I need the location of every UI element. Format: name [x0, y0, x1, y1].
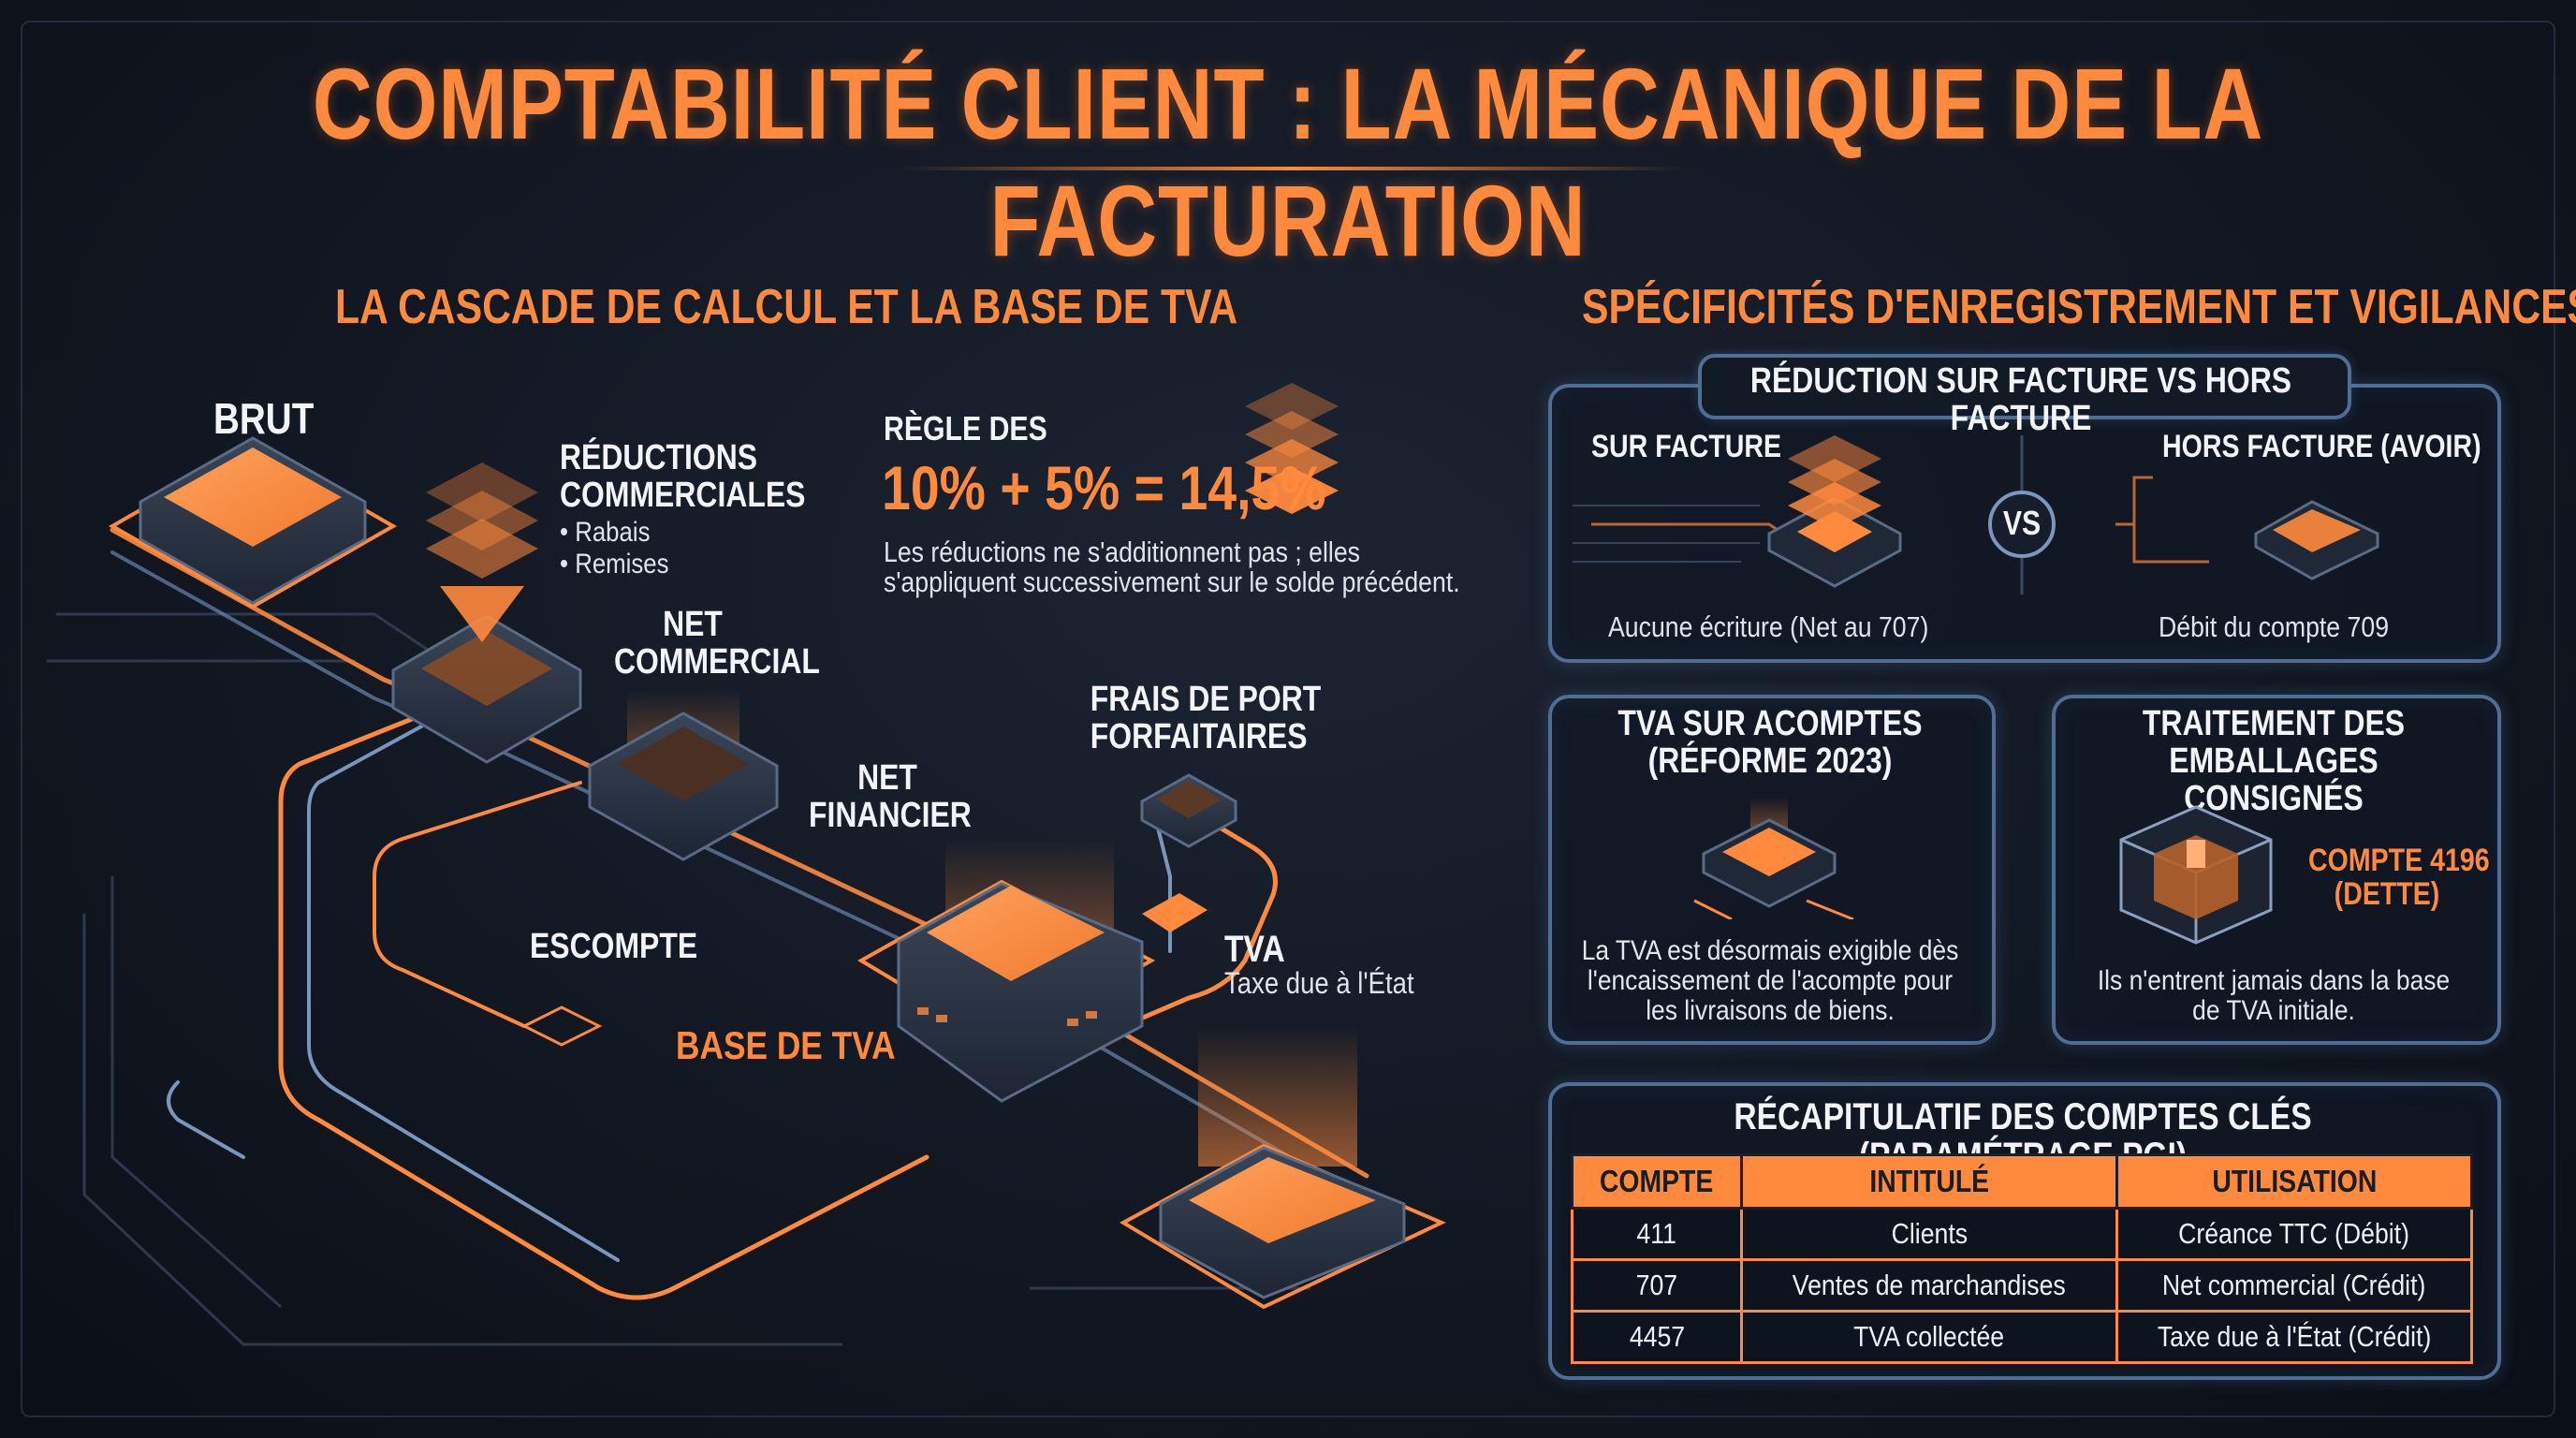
brut-label: BRUT: [213, 394, 315, 443]
tva-tile: [1142, 893, 1208, 932]
reductions-title-line1: RÉDUCTIONS: [560, 438, 758, 477]
outer-frame: [21, 21, 2555, 1417]
cascade-section-title: LA CASCADE DE CALCUL ET LA BASE DE TVA: [335, 280, 1238, 334]
hors-facture-label: HORS FACTURE (AVOIR): [2162, 429, 2481, 464]
cell-intitule: TVA collectée: [1740, 1310, 2118, 1364]
frais-de-port-label-line2: FORFAITAIRES: [1090, 717, 1308, 756]
cell-intitule: Ventes de marchandises: [1740, 1258, 2118, 1313]
sur-facture-label: SUR FACTURE: [1591, 429, 1782, 464]
hors-facture-text: Débit du compte 709: [2159, 610, 2390, 643]
rule-text-line2: s'appliquent successivement sur le solde…: [884, 565, 1460, 598]
reductions-item-rabais: • Rabais: [560, 517, 651, 548]
tva-acomptes-title-line1: TVA SUR ACOMPTES: [1617, 704, 1923, 743]
frais-de-port-tile: [1140, 773, 1237, 848]
rule-label: RÈGLE DES: [884, 409, 1047, 448]
reductions-item-remises: • Remises: [560, 549, 669, 580]
reduction-panel-title-tag: [1698, 354, 2351, 419]
net-commercial-label-line1: NET: [663, 605, 723, 644]
reductions-tile: [391, 462, 582, 764]
net-financier-link: [520, 1005, 603, 1047]
emballages-text-line1: Ils n'entrent jamais dans la base: [2097, 965, 2451, 996]
title-underline: [899, 167, 1685, 170]
escompte-label: ESCOMPTE: [530, 927, 698, 966]
accounts-table: COMPTE INTITULÉ UTILISATION 411 Clients …: [1571, 1153, 2473, 1364]
vs-badge: VS: [2002, 504, 2042, 542]
brut-tile: [108, 436, 398, 609]
table-header-row: COMPTE INTITULÉ UTILISATION: [1571, 1153, 2473, 1210]
emballages-text-line2: de TVA initiale.: [2192, 995, 2355, 1026]
header-utilisation: UTILISATION: [2115, 1153, 2473, 1210]
header-compte: COMPTE: [1571, 1153, 1743, 1210]
cell-intitule: Clients: [1740, 1207, 2118, 1261]
cell-compte: 411: [1571, 1207, 1743, 1261]
table-row: 4457 TVA collectée Taxe due à l'État (Cr…: [1571, 1310, 2473, 1364]
base-tva-tile: [857, 879, 1156, 1103]
emballages-title-line1: TRAITEMENT DES: [2142, 704, 2406, 743]
tva-label: TVA: [1224, 929, 1285, 970]
base-tva-label: BASE DE TVA: [676, 1023, 896, 1067]
cell-compte: 707: [1571, 1258, 1743, 1313]
tva-sublabel: Taxe due à l'État: [1224, 966, 1414, 1000]
final-tile: [1119, 1143, 1446, 1310]
tva-acomptes-text-line3: les livraisons de biens.: [1646, 995, 1895, 1026]
compte-4196-line2: (DETTE): [2334, 876, 2440, 912]
cell-compte: 4457: [1571, 1310, 1743, 1364]
table-row: 411 Clients Créance TTC (Débit): [1571, 1207, 2473, 1261]
cascade-diagram: [47, 436, 1446, 1346]
reductions-title-line2: COMMERCIALES: [560, 476, 806, 515]
cell-utilisation: Créance TTC (Débit): [2115, 1207, 2473, 1261]
package-icon: [2119, 805, 2273, 945]
tva-acomptes-tile-icon: [1693, 798, 1854, 919]
sur-facture-text: Aucune écriture (Net au 707): [1608, 610, 1929, 643]
net-financier-label-line2: FINANCIER: [809, 796, 972, 835]
rule-layers-icon: [1245, 383, 1339, 514]
rule-text-line1: Les réductions ne s'additionnent pas ; e…: [884, 536, 1361, 568]
tva-acomptes-title-line2: (RÉFORME 2023): [1647, 741, 1893, 781]
tva-acomptes-text-line2: l'encaissement de l'acompte pour: [1587, 965, 1954, 996]
header-intitule: INTITULÉ: [1740, 1153, 2118, 1210]
tva-acomptes-text-line1: La TVA est désormais exigible dès: [1581, 935, 1959, 966]
frais-de-port-label-line1: FRAIS DE PORT: [1090, 680, 1322, 719]
emballages-title-line2: EMBALLAGES CONSIGNÉS: [2169, 741, 2378, 818]
compte-4196-line1: COMPTE 4196: [2308, 843, 2490, 878]
page-title: COMPTABILITÉ CLIENT : LA MÉCANIQUE DE LA…: [312, 47, 2264, 277]
net-financier-label-line1: NET: [857, 758, 917, 798]
reduction-panel-title: RÉDUCTION SUR FACTURE VS HORS FACTURE: [1749, 361, 2292, 438]
reduction-comparison-art: [1573, 435, 2379, 594]
net-commercial-tile: [588, 712, 779, 861]
net-commercial-label-line2: COMMERCIAL: [614, 642, 820, 682]
table-row: 707 Ventes de marchandises Net commercia…: [1571, 1258, 2473, 1313]
specificites-section-title: SPÉCIFICITÉS D'ENREGISTREMENT ET VIGILAN…: [1582, 280, 2576, 334]
cell-utilisation: Net commercial (Crédit): [2115, 1258, 2473, 1313]
cell-utilisation: Taxe due à l'État (Crédit): [2115, 1310, 2473, 1364]
